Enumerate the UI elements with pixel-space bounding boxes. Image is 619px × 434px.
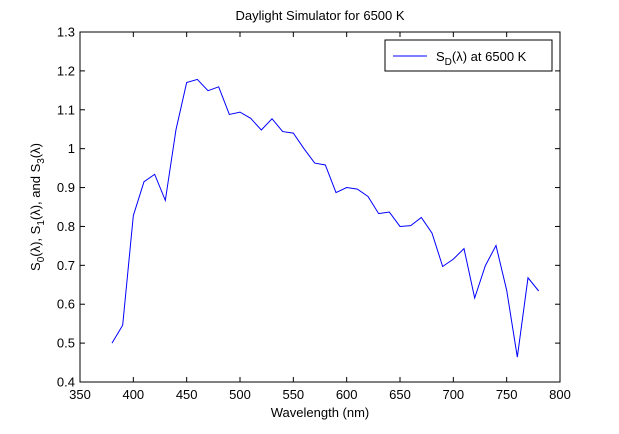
- y-tick-label: 1.3: [57, 25, 75, 40]
- data-point: [175, 129, 176, 130]
- x-tick-label: 700: [442, 387, 464, 402]
- data-point: [538, 290, 539, 291]
- data-point: [133, 215, 134, 216]
- legend: SD(λ) at 6500 K: [384, 39, 553, 72]
- legend-label: SD(λ) at 6500 K: [436, 49, 527, 68]
- y-tick-label: 0.4: [57, 375, 75, 390]
- data-point: [474, 297, 475, 298]
- data-point: [389, 211, 390, 212]
- data-point: [442, 266, 443, 267]
- data-point: [186, 82, 187, 83]
- data-point: [303, 148, 304, 149]
- y-tick-label: 0.5: [57, 336, 75, 351]
- y-axis: 0.4 0.5 0.6 0.7 0.8 0.9 1 1.1 1.2 1.3: [57, 25, 560, 390]
- data-point: [239, 112, 240, 113]
- data-point: [399, 226, 400, 227]
- data-point: [453, 259, 454, 260]
- data-point: [325, 164, 326, 165]
- data-point: [122, 325, 123, 326]
- y-tick-label: 1: [68, 141, 75, 156]
- data-point: [197, 79, 198, 80]
- data-point: [335, 192, 336, 193]
- y-tick-label: 0.6: [57, 297, 75, 312]
- data-point: [271, 118, 272, 119]
- x-tick-label: 550: [282, 387, 304, 402]
- x-tick-label: 350: [69, 387, 91, 402]
- data-point: [378, 213, 379, 214]
- data-point: [229, 114, 230, 115]
- data-point: [346, 187, 347, 188]
- data-point: [517, 357, 518, 358]
- data-point: [431, 232, 432, 233]
- data-point: [506, 290, 507, 291]
- data-point: [314, 162, 315, 163]
- data-point: [495, 245, 496, 246]
- data-point: [143, 181, 144, 182]
- x-axis: 350 400 450 500 550 600 650 700 750 800: [69, 32, 571, 402]
- data-point: [250, 118, 251, 119]
- data-point: [293, 133, 294, 134]
- y-tick-label: 0.7: [57, 258, 75, 273]
- y-tick-label: 0.9: [57, 180, 75, 195]
- x-tick-label: 650: [389, 387, 411, 402]
- data-point: [421, 217, 422, 218]
- data-point: [485, 265, 486, 266]
- x-tick-label: 400: [122, 387, 144, 402]
- data-point: [282, 131, 283, 132]
- data-point: [357, 189, 358, 190]
- data-point: [207, 90, 208, 91]
- data-point: [367, 196, 368, 197]
- data-point: [527, 277, 528, 278]
- data-point: [463, 248, 464, 249]
- data-point: [218, 86, 219, 87]
- data-point: [111, 343, 112, 344]
- y-tick-label: 1.1: [57, 102, 75, 117]
- data-point: [410, 225, 411, 226]
- y-axis-label: S0(λ), S1(λ), and S3(λ): [28, 143, 47, 271]
- plot-area: [79, 31, 561, 383]
- x-tick-label: 600: [336, 387, 358, 402]
- data-point: [154, 174, 155, 175]
- x-tick-label: 450: [176, 387, 198, 402]
- data-point: [261, 129, 262, 130]
- x-tick-label: 750: [496, 387, 518, 402]
- y-tick-label: 1.2: [57, 63, 75, 78]
- series-line: [111, 78, 540, 358]
- x-tick-label: 800: [549, 387, 571, 402]
- x-axis-label: Wavelength (nm): [271, 405, 370, 420]
- series-layer: [111, 78, 540, 358]
- x-tick-label: 500: [229, 387, 251, 402]
- chart-title: Daylight Simulator for 6500 K: [235, 8, 404, 23]
- y-tick-label: 0.8: [57, 219, 75, 234]
- data-point: [165, 200, 166, 201]
